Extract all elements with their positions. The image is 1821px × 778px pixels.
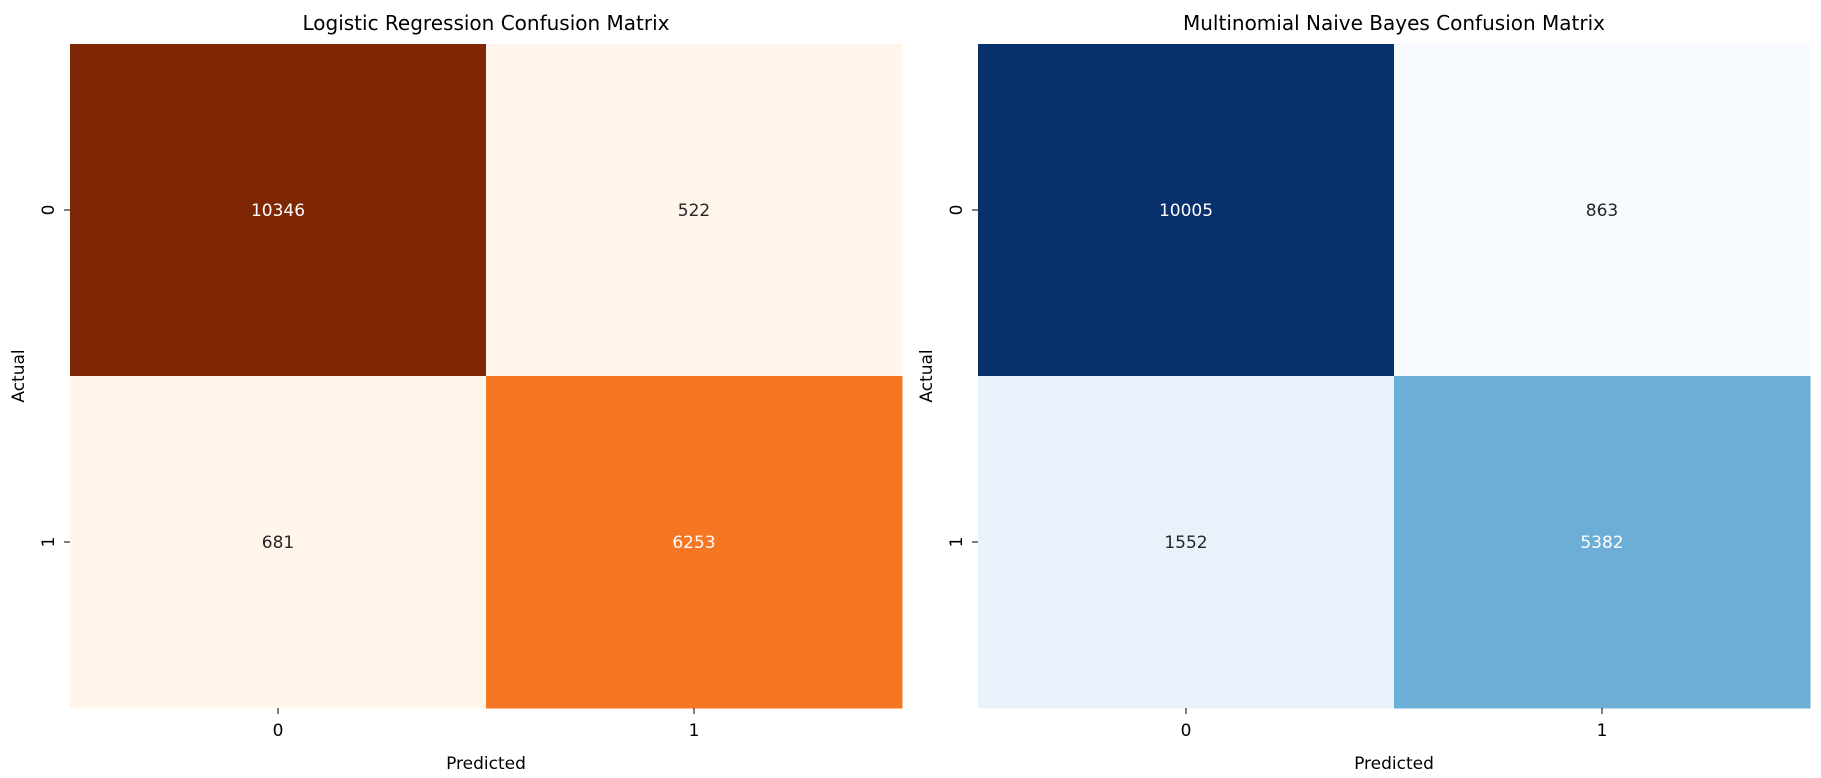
y-tick-label: 0 [947,205,967,216]
heatmap-cell [978,44,1395,377]
cell-value-label: 6253 [672,533,715,553]
y-tick-label: 1 [947,537,967,548]
cell-value-label: 1552 [1164,533,1207,553]
cell-value-label: 863 [1586,201,1618,221]
cell-value-label: 522 [678,201,710,221]
x-tick-label: 0 [1181,721,1192,741]
heatmap-cell [978,376,1395,709]
heatmap-panel-0: 10346 522 681 6253 Logistic Regression Confu… [9,11,903,774]
cell-value-label: 5382 [1580,533,1623,553]
heatmap-cell [486,44,903,377]
chart-title: Multinomial Naive Bayes Confusion Matrix [1183,11,1605,35]
cell-value-label: 10346 [251,201,305,221]
cell-value-label: 10005 [1159,201,1213,221]
heatmap-cell [1394,44,1811,377]
y-axis-label: Actual [917,349,937,402]
x-tick-label: 1 [689,721,700,741]
y-tick-label: 0 [39,205,59,216]
x-axis-label: Predicted [1354,754,1434,774]
x-tick-label: 0 [273,721,284,741]
heatmap-cell [486,376,903,709]
x-tick-label: 1 [1597,721,1608,741]
heatmap-cell [1394,376,1811,709]
chart-title: Logistic Regression Confusion Matrix [302,11,669,35]
x-axis-label: Predicted [446,754,526,774]
heatmap-panel-1: 10005 863 1552 5382 Multinomial Naive Bayes … [917,11,1811,774]
heatmap-cell [70,44,487,377]
heatmap-cell [70,376,487,709]
y-axis-label: Actual [9,349,29,402]
heatmap-panels: 10346 522 681 6253 Logistic Regression Confu… [9,11,1811,774]
cell-value-label: 681 [262,533,294,553]
y-tick-label: 1 [39,537,59,548]
